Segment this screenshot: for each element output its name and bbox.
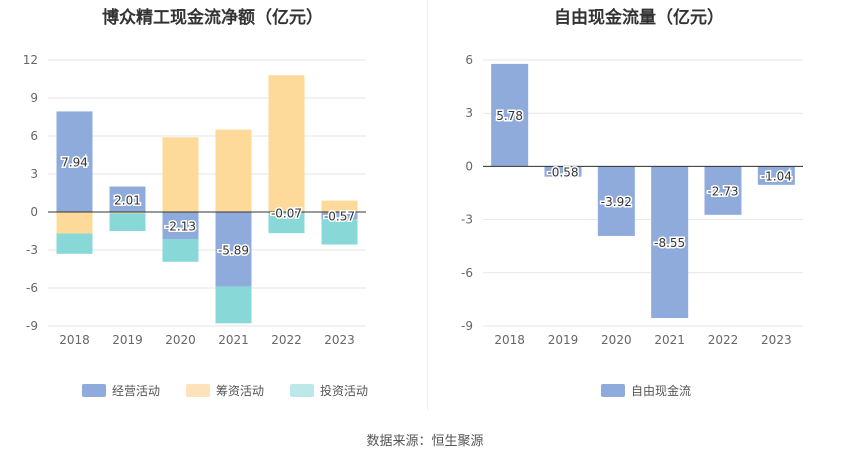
bar-0-s0 <box>56 111 93 212</box>
bar-0-s2 <box>268 212 305 234</box>
legend-swatch-financing <box>186 384 211 397</box>
legend-swatch-operating <box>82 384 106 397</box>
data-label: -2.13 <box>165 219 196 233</box>
data-label: 2.01 <box>114 193 141 207</box>
bar-0-s1 <box>56 212 93 234</box>
data-label: -8.55 <box>654 236 685 250</box>
bar-1-s0 <box>597 166 635 236</box>
x-tick-label: 2022 <box>708 333 739 347</box>
data-label: -1.04 <box>761 170 792 184</box>
data-label: -0.57 <box>324 210 355 224</box>
bar-1-s0 <box>491 63 529 167</box>
bar-0-s2 <box>321 219 358 245</box>
data-label: 7.94 <box>61 156 88 170</box>
data-label: -0.58 <box>547 166 578 180</box>
bar-0-s0 <box>321 212 358 220</box>
cash-flow-legend: 经营活动 筹资活动 投资活动 <box>82 382 368 399</box>
y-tick-label: 3 <box>30 167 38 181</box>
bar-0-s2 <box>215 286 252 324</box>
legend-label-operating: 经营活动 <box>112 384 161 398</box>
y-tick-label: 6 <box>465 53 473 67</box>
x-tick-label: 2023 <box>324 333 355 347</box>
y-tick-label: -9 <box>26 319 38 333</box>
bar-1-s0 <box>544 166 582 177</box>
y-tick-label: -3 <box>26 243 38 257</box>
bar-0-s2 <box>162 238 199 262</box>
bar-0-s1 <box>321 200 358 212</box>
data-source-note: 数据来源：恒生聚源 <box>366 434 484 449</box>
bar-1-s0 <box>757 166 795 185</box>
legend-item-financing[interactable]: 筹资活动 <box>186 382 264 399</box>
y-tick-label: 6 <box>30 129 38 143</box>
free-cash-flow-legend: 自由现金流 <box>601 382 691 399</box>
legend-label-free-cash-flow: 自由现金流 <box>631 384 692 398</box>
legend-item-investing[interactable]: 投资活动 <box>290 382 368 399</box>
data-label: -5.89 <box>218 243 249 257</box>
x-tick-label: 2023 <box>761 333 792 347</box>
legend-label-investing: 投资活动 <box>320 384 369 398</box>
legend-item-operating[interactable]: 经营活动 <box>82 382 160 399</box>
data-label: -2.73 <box>707 185 738 199</box>
x-tick-label: 2020 <box>165 333 196 347</box>
chart-title-free-cash-flow: 自由现金流量（亿元） <box>554 8 724 28</box>
legend-swatch-free-cash-flow <box>601 384 625 397</box>
y-tick-label: -3 <box>461 213 473 227</box>
bar-0-s0 <box>215 212 252 287</box>
bar-1-s0 <box>704 166 742 215</box>
legend-swatch-investing <box>290 384 315 397</box>
bar-0-s2 <box>56 233 93 254</box>
y-tick-label: 9 <box>30 91 38 105</box>
chart-title-cash-flow: 博众精工现金流净额（亿元） <box>102 8 323 28</box>
bar-0-s1 <box>162 137 199 212</box>
legend-label-financing: 筹资活动 <box>216 384 265 398</box>
cash-flow-chart: -9 -6 -3 0 3 6 9 12 2018 2019 2020 2021 2022 2023 7.94… <box>23 53 366 347</box>
x-tick-label: 2022 <box>271 333 302 347</box>
bar-0-s1 <box>109 212 146 214</box>
bar-0-s1 <box>268 75 305 212</box>
data-label: -0.07 <box>271 206 302 220</box>
x-tick-label: 2020 <box>601 333 632 347</box>
y-tick-label: 3 <box>465 106 473 120</box>
data-label: -3.92 <box>601 195 632 209</box>
x-tick-label: 2021 <box>218 333 249 347</box>
legend-item-free-cash-flow[interactable]: 自由现金流 <box>601 382 691 399</box>
x-tick-label: 2021 <box>654 333 685 347</box>
bar-0-s2 <box>109 213 146 231</box>
y-tick-label: 0 <box>465 159 473 173</box>
y-tick-label: -6 <box>26 281 38 295</box>
y-tick-label: 12 <box>23 53 38 67</box>
x-tick-label: 2019 <box>112 333 143 347</box>
y-tick-label: -6 <box>461 266 473 280</box>
bar-0-s0 <box>162 212 199 239</box>
bar-1-s0 <box>651 166 689 319</box>
x-tick-label: 2019 <box>548 333 579 347</box>
free-cash-flow-chart: -9 -6 -3 0 3 6 2018 2019 2020 2021 2022 2023 5.78 -0.… <box>461 53 803 347</box>
x-tick-label: 2018 <box>494 333 525 347</box>
bar-0-s1 <box>215 129 252 212</box>
chart-divider <box>427 0 428 410</box>
bar-0-s0 <box>109 186 146 212</box>
y-tick-label: -9 <box>461 319 473 333</box>
x-tick-label: 2018 <box>59 333 90 347</box>
y-tick-label: 0 <box>30 205 38 219</box>
data-label: 5.78 <box>496 109 523 123</box>
